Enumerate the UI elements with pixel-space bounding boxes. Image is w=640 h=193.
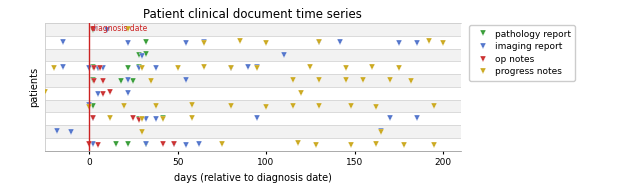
Bar bbox=[45, 100, 461, 112]
X-axis label: days (relative to diagnosis date): days (relative to diagnosis date) bbox=[174, 173, 332, 183]
Bar bbox=[45, 61, 461, 74]
Bar bbox=[45, 125, 461, 138]
Bar bbox=[45, 23, 461, 36]
Bar bbox=[45, 49, 461, 61]
Bar bbox=[45, 36, 461, 49]
Legend: pathology report, imaging report, op notes, progress notes: pathology report, imaging report, op not… bbox=[470, 25, 575, 81]
Text: diagnosis date: diagnosis date bbox=[91, 24, 147, 33]
Bar bbox=[45, 138, 461, 151]
Y-axis label: patients: patients bbox=[29, 67, 39, 107]
Bar bbox=[45, 74, 461, 87]
Title: Patient clinical document time series: Patient clinical document time series bbox=[143, 8, 362, 21]
Bar bbox=[45, 112, 461, 125]
Bar bbox=[45, 87, 461, 100]
